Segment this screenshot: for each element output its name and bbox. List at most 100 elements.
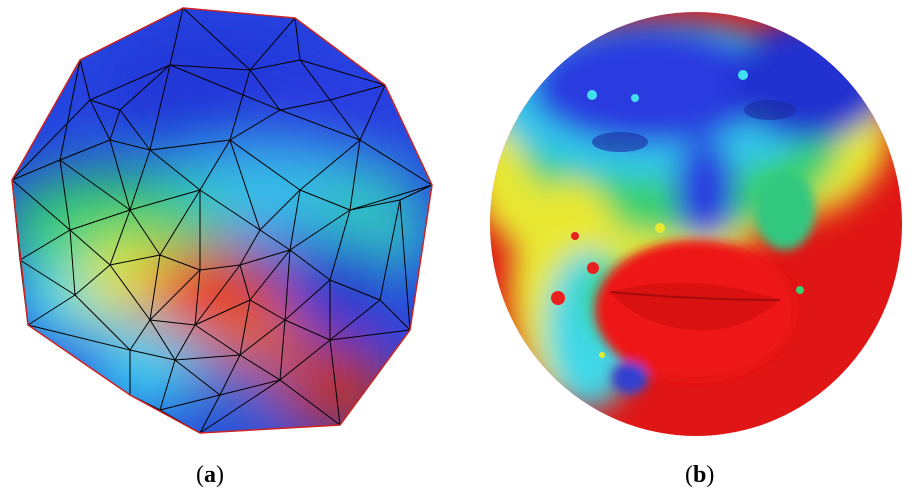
mesh-edge	[329, 279, 381, 301]
mesh-edge	[279, 99, 331, 111]
mesh-edge	[284, 279, 331, 321]
mesh-edge	[359, 139, 433, 186]
mesh-edge	[329, 299, 381, 341]
mesh-edge	[329, 339, 341, 426]
color-field-a	[12, 8, 432, 433]
color-field-b	[490, 12, 902, 436]
mesh-edge	[89, 64, 171, 101]
mesh-edge	[119, 109, 151, 151]
mesh-edge	[329, 84, 386, 101]
mesh-edge	[249, 299, 286, 321]
mesh-edge	[239, 249, 291, 266]
caption-a: (a)	[196, 462, 224, 488]
mesh-edge	[109, 254, 161, 266]
mesh-edge	[59, 159, 71, 231]
mesh-edge	[109, 139, 151, 151]
caption-b: (b)	[685, 462, 715, 488]
mesh-edge	[11, 159, 61, 181]
mesh-edge	[349, 184, 433, 211]
mesh-edge	[69, 209, 131, 231]
mesh-edge	[329, 209, 351, 281]
mesh-edge	[284, 249, 291, 321]
mesh-edge	[109, 139, 131, 211]
mesh-edge	[74, 294, 131, 351]
mesh-edge	[11, 99, 91, 181]
mesh-edge	[249, 59, 301, 71]
mesh-edge	[229, 109, 281, 141]
mesh-edge	[194, 264, 241, 326]
mesh-edge	[169, 64, 281, 111]
mesh-boundary	[11, 7, 433, 434]
mesh-edge	[299, 59, 386, 86]
mesh-edge	[109, 264, 151, 321]
mesh-edge	[289, 249, 331, 281]
mesh-edge	[149, 149, 201, 191]
mesh-edge	[149, 269, 201, 321]
mesh-edge	[159, 254, 201, 271]
mesh-edge	[294, 17, 301, 61]
mesh-edge	[229, 139, 301, 191]
mesh-edge	[79, 59, 91, 101]
mesh-edge	[239, 264, 251, 301]
mesh-edge	[149, 319, 196, 326]
mesh-edge	[89, 99, 111, 141]
mesh-edge	[27, 294, 76, 326]
mesh-edge	[239, 354, 281, 381]
mesh-edge	[299, 189, 351, 211]
mesh-edge	[349, 139, 361, 211]
mesh-edge	[199, 139, 231, 191]
mesh-edge	[129, 209, 161, 256]
caption-a-letter: a	[204, 462, 216, 488]
mesh-edge	[199, 379, 281, 434]
mesh-edge	[169, 64, 251, 71]
mesh-edge	[299, 59, 331, 101]
mesh-edge	[194, 269, 201, 326]
mesh-edge	[129, 349, 176, 361]
mesh-edge	[19, 259, 76, 296]
mesh-edge	[159, 189, 201, 256]
mesh-edge	[359, 84, 386, 141]
mesh-edge	[149, 139, 231, 151]
mesh-edge	[159, 359, 176, 411]
mesh-edge	[199, 394, 221, 434]
mesh-edge	[349, 199, 401, 211]
mesh-edge	[59, 139, 111, 161]
mesh-edge	[329, 99, 361, 141]
mesh-edge	[149, 254, 161, 321]
mesh-edge	[219, 379, 281, 396]
mesh-edge	[239, 229, 261, 266]
mesh-edge	[109, 209, 131, 266]
mesh-edge	[194, 324, 241, 356]
mesh-edge	[59, 159, 131, 211]
mesh-edge	[239, 319, 286, 356]
mesh-edge	[174, 354, 241, 361]
mesh-edge	[199, 189, 261, 231]
mesh-edge	[194, 299, 251, 326]
mesh-edge	[109, 109, 121, 141]
mesh-edge	[174, 359, 221, 396]
mesh-edge	[289, 189, 301, 251]
mesh-edge	[229, 139, 261, 231]
mesh-edge	[279, 339, 331, 381]
mesh-edge	[149, 64, 171, 151]
mesh-edge	[89, 99, 121, 111]
mesh-edge	[129, 319, 151, 351]
mesh-edge	[399, 199, 411, 331]
mesh-edge	[119, 64, 171, 111]
mesh-edge	[129, 189, 201, 211]
mesh-edge	[229, 69, 251, 141]
mesh-edge	[289, 209, 351, 251]
mesh-edge	[219, 354, 241, 396]
mesh-edge	[279, 379, 341, 426]
mesh-edge	[329, 329, 411, 341]
mesh-edge	[11, 179, 71, 231]
mesh-edge	[69, 229, 111, 266]
mesh-edge	[159, 394, 221, 411]
mesh-edge	[174, 324, 196, 361]
mesh-edge	[279, 109, 361, 141]
mesh-edge	[279, 319, 286, 381]
mesh-edge	[27, 324, 131, 351]
mesh-edge	[169, 7, 184, 66]
caption-b-letter: b	[693, 462, 707, 488]
mesh-edge	[199, 264, 241, 271]
